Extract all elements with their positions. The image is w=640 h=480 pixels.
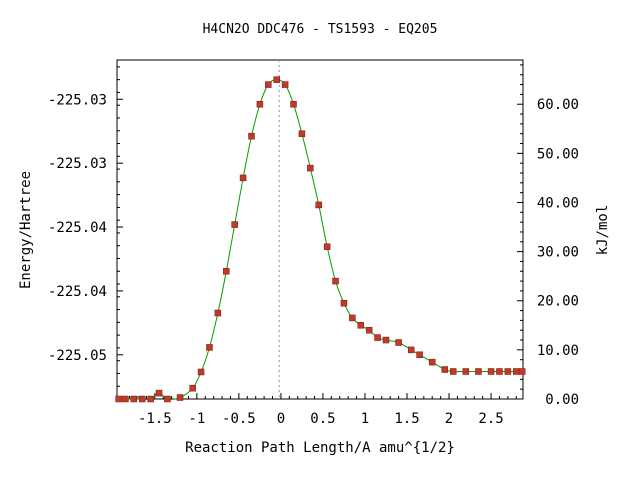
data-point	[273, 76, 280, 83]
data-point	[441, 366, 449, 373]
y-right-tick-label: 10.00	[537, 343, 579, 359]
y-right-tick-label: 60.00	[537, 97, 579, 113]
y-left-tick-label: -225.03	[48, 92, 107, 108]
x-tick-label: 0	[277, 411, 285, 427]
data-point	[395, 339, 402, 346]
data-point	[382, 336, 390, 344]
data-point	[115, 395, 122, 403]
data-point	[197, 368, 205, 376]
y-left-tick-label: -225.04	[48, 220, 107, 236]
data-point	[265, 81, 272, 88]
data-point	[487, 368, 495, 375]
y-right-tick-label: 0.00	[545, 392, 579, 408]
y-left-tick-label: -225.05	[48, 348, 107, 364]
data-point	[138, 395, 146, 403]
x-tick-label: -1.5	[138, 411, 172, 427]
data-point	[290, 100, 297, 108]
x-tick-label: 2.5	[478, 411, 503, 427]
data-point	[231, 221, 238, 228]
data-point	[239, 174, 247, 182]
data-point	[206, 344, 213, 351]
data-point	[449, 368, 457, 375]
data-point	[407, 346, 415, 354]
data-point	[130, 395, 138, 403]
y-left-tick-label: -225.04	[48, 284, 107, 300]
y-axis-title-left: Energy/Hartree	[18, 171, 34, 289]
data-point	[349, 314, 356, 322]
data-point	[248, 132, 255, 140]
x-tick-label: 1.5	[394, 411, 419, 427]
x-tick-label: -0.5	[222, 411, 256, 427]
data-point	[496, 368, 503, 375]
data-point	[518, 368, 526, 375]
x-axis-title: Reaction Path Length/A amu^{1/2}	[185, 440, 455, 456]
data-point	[513, 368, 520, 375]
energy-curve	[118, 79, 523, 400]
chart-title: H4CN2O DDC476 - TS1593 - EQ205	[203, 22, 438, 37]
y-axis-title-right: kJ/mol	[595, 205, 611, 256]
data-point	[176, 394, 184, 401]
data-point	[504, 368, 512, 375]
data-point	[357, 322, 365, 329]
data-point	[281, 81, 289, 88]
data-point	[475, 368, 482, 375]
data-point	[374, 334, 381, 341]
y-right-tick-label: 30.00	[537, 245, 579, 261]
y-right-tick-label: 50.00	[537, 146, 579, 162]
y-left-tick-label: -225.03	[48, 156, 107, 172]
data-point	[315, 201, 322, 209]
x-tick-label: 1	[361, 411, 369, 427]
x-tick-label: 2	[445, 411, 453, 427]
data-point	[298, 130, 306, 137]
data-point	[147, 395, 154, 403]
data-point	[332, 277, 339, 285]
data-point	[365, 326, 373, 334]
data-point	[307, 164, 314, 172]
data-point	[122, 395, 129, 403]
data-point	[256, 100, 264, 108]
data-point	[223, 268, 230, 275]
plot-frame	[116, 59, 524, 400]
x-tick-label: 0.5	[310, 411, 335, 427]
x-tick-label: -1	[188, 411, 205, 427]
y-right-tick-label: 40.00	[537, 195, 579, 211]
data-point	[164, 395, 171, 403]
data-point	[416, 351, 423, 359]
data-point	[155, 389, 163, 397]
y-right-tick-label: 20.00	[537, 294, 579, 310]
data-point	[428, 358, 436, 366]
data-point	[462, 368, 470, 375]
data-point	[189, 384, 196, 392]
data-point	[323, 243, 331, 250]
data-point	[340, 299, 348, 307]
data-point	[214, 309, 222, 317]
